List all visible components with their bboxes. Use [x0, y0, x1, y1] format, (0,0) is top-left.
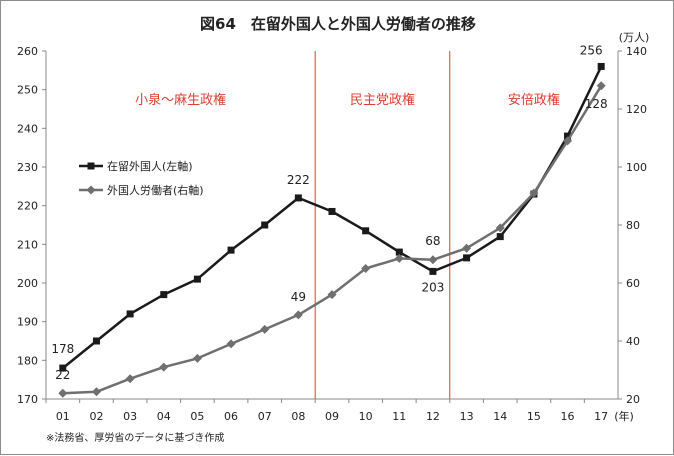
data-point-marker — [462, 243, 472, 253]
source-note: ※法務省、厚労省のデータに基づき作成 — [46, 431, 224, 444]
data-point-marker — [160, 291, 168, 299]
data-point-marker — [496, 233, 504, 241]
right-axis-tick-label: 120 — [626, 103, 647, 116]
data-point-marker — [564, 132, 572, 140]
data-point-marker — [92, 337, 100, 345]
data-label: 68 — [425, 234, 440, 248]
data-point-marker — [361, 264, 371, 273]
data-point-marker — [596, 81, 606, 91]
x-axis-tick-label: 14 — [493, 410, 507, 423]
legend-marker — [87, 162, 95, 170]
data-point-marker — [293, 310, 303, 320]
left-axis-tick-label: 250 — [17, 84, 38, 97]
era-label: 安倍政権 — [508, 92, 560, 108]
data-point-marker — [226, 339, 236, 349]
left-axis-tick-label: 190 — [17, 316, 38, 329]
x-axis-tick-label: 02 — [89, 410, 103, 423]
data-point-marker — [529, 188, 539, 198]
data-point-marker — [394, 253, 404, 263]
x-axis-unit: (年) — [614, 409, 634, 423]
x-axis-tick-label: 04 — [157, 410, 171, 423]
data-label: 222 — [287, 173, 310, 187]
right-axis-tick-label: 80 — [626, 219, 640, 232]
data-point-marker — [227, 246, 235, 254]
data-label: 22 — [55, 368, 70, 382]
x-axis-tick-label: 06 — [224, 410, 238, 423]
legend-label: 外国人労働者(右軸) — [107, 183, 204, 197]
right-axis-tick-label: 20 — [626, 393, 640, 406]
data-point-marker — [327, 290, 337, 300]
data-point-marker — [192, 353, 202, 363]
left-axis-tick-label: 170 — [17, 393, 38, 406]
data-point-marker — [91, 387, 101, 397]
era-dividers — [314, 51, 451, 399]
x-axis-tick-label: 15 — [527, 410, 541, 423]
data-point-marker — [58, 388, 68, 398]
data-point-marker — [260, 324, 270, 334]
left-axis-tick-label: 200 — [17, 277, 38, 290]
data-point-marker — [463, 254, 471, 262]
legend-marker — [86, 185, 96, 195]
x-axis-tick-label: 11 — [392, 410, 406, 423]
data-label: 49 — [291, 290, 306, 304]
era-label: 小泉〜麻生政権 — [135, 92, 226, 108]
x-axis-tick-label: 13 — [460, 410, 474, 423]
x-axis-tick-label: 10 — [359, 410, 373, 423]
data-point-marker — [597, 62, 605, 70]
data-point-marker — [395, 248, 403, 256]
x-axis-tick-label: 01 — [56, 410, 70, 423]
data-point-marker — [126, 310, 134, 318]
left-axis-tick-label: 210 — [17, 238, 38, 251]
data-label: 128 — [585, 97, 608, 111]
left-axis-tick-label: 180 — [17, 354, 38, 367]
data-point-marker — [193, 275, 201, 283]
data-labels: 178 222 203 256 22 49 68 128 — [51, 43, 607, 382]
right-axis-tick-label: 140 — [626, 45, 647, 58]
data-point-marker — [294, 194, 302, 202]
era-label: 民主党政権 — [350, 92, 415, 108]
data-point-marker — [261, 221, 269, 229]
x-axis-tick-label: 05 — [190, 410, 204, 423]
left-axis-tick-label: 240 — [17, 122, 38, 135]
x-axis-tick-label: 16 — [561, 410, 575, 423]
legend-label: 在留外国人(左軸) — [107, 159, 193, 173]
left-axis-tick-label: 220 — [17, 200, 38, 213]
data-point-marker — [362, 227, 370, 235]
x-axis-tick-label: 17 — [594, 410, 608, 423]
data-point-marker — [59, 364, 67, 372]
data-label: 203 — [421, 280, 444, 294]
x-axis-tick-label: 12 — [426, 410, 440, 423]
series-line-2 — [62, 85, 603, 395]
right-axis-tick-label: 60 — [626, 277, 640, 290]
right-axis-tick-label: 40 — [626, 335, 640, 348]
data-point-marker — [328, 207, 336, 215]
data-point-marker — [428, 255, 438, 265]
left-axis-tick-label: 230 — [17, 161, 38, 174]
era-labels: 小泉〜麻生政権 民主党政権 安倍政権 — [135, 92, 560, 108]
left-axis-tick-label: 260 — [17, 45, 38, 58]
x-axis-tick-label: 03 — [123, 410, 137, 423]
series-line-1 — [62, 65, 603, 370]
right-axis-tick-label: 100 — [626, 161, 647, 174]
data-point-marker — [159, 362, 169, 372]
data-label: 178 — [51, 342, 74, 356]
data-label: 256 — [580, 43, 603, 57]
series-group — [58, 62, 606, 398]
chart-title: 図64 在留外国人と外国人労働者の推移 — [200, 15, 476, 33]
right-axis-unit: (万人) — [619, 31, 650, 44]
legend: 在留外国人(左軸) 外国人労働者(右軸) — [79, 159, 204, 197]
axes: 170 180 190 200 210 220 230 240 250 260 20 40 60 80 10… — [17, 45, 647, 423]
x-axis-tick-label: 07 — [258, 410, 272, 423]
x-axis-tick-label: 09 — [325, 410, 339, 423]
data-point-marker — [495, 223, 505, 233]
data-point-marker — [429, 267, 437, 275]
data-point-marker — [125, 374, 135, 384]
x-axis-tick-label: 08 — [291, 410, 305, 423]
data-point-marker — [563, 136, 573, 146]
